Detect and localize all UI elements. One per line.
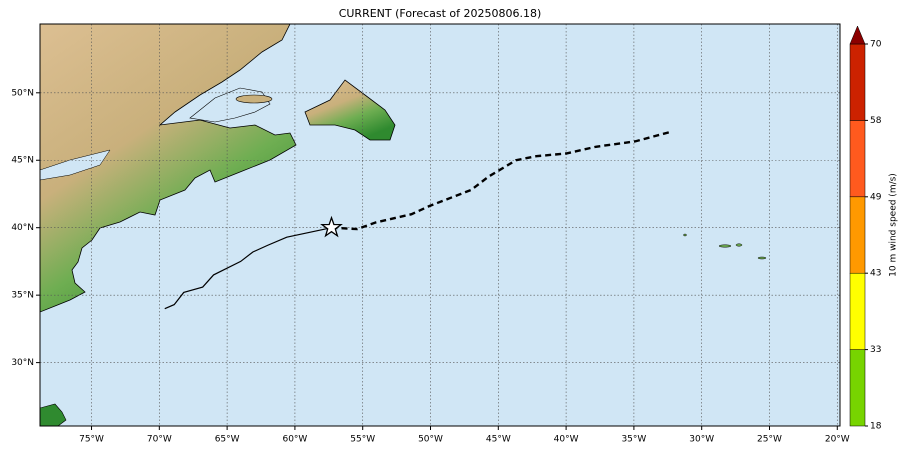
storm-position: [320, 215, 343, 238]
x-tick-label: 75°W: [79, 435, 104, 445]
x-tick-label: 70°W: [147, 435, 172, 445]
y-tick-label: 40°N: [11, 223, 34, 233]
colorbar-tick-label: 18: [870, 422, 882, 432]
island: [235, 94, 273, 104]
map-frame: [39, 23, 841, 427]
island: [757, 256, 767, 260]
island: [683, 233, 687, 237]
colorbar-segment: [849, 196, 866, 274]
basemap: [40, 24, 840, 426]
colorbar-label: 10 m wind speed (m/s): [889, 173, 899, 277]
x-tick-label: 25°W: [757, 435, 782, 445]
land: [40, 24, 297, 313]
x-tick-label: 60°W: [282, 435, 307, 445]
river: [40, 149, 111, 181]
colorbar-tick-label: 70: [870, 40, 882, 50]
y-tick-label: 35°N: [11, 291, 34, 301]
x-tick-label: 45°W: [486, 435, 511, 445]
colorbar-tick-label: 58: [870, 116, 882, 126]
y-tick-label: 50°N: [11, 88, 34, 98]
map-title: CURRENT (Forecast of 20250806.18): [339, 7, 542, 20]
axes: 75°W 70°W 65°W 60°W 55°W 50°W 45°W 40°W 35°W 30°W…: [11, 88, 849, 444]
x-tick-label: 65°W: [215, 435, 240, 445]
island: [718, 244, 732, 248]
colorbar-tick-label: 49: [870, 192, 882, 202]
colorbar-segment: [849, 349, 866, 427]
storm-track: [164, 227, 332, 310]
land: [40, 403, 67, 426]
y-tick-label: 45°N: [11, 156, 34, 166]
grid: [40, 24, 840, 426]
colorbar: 18 33 43 49 58 70: [849, 25, 882, 432]
y-tick-label: 30°N: [11, 358, 34, 368]
island: [304, 79, 396, 141]
x-tick-label: 20°W: [825, 435, 850, 445]
colorbar-segment: [849, 43, 866, 121]
x-tick-label: 30°W: [689, 435, 714, 445]
island: [735, 243, 743, 247]
colorbar-segment: [849, 272, 866, 350]
colorbar-tick-label: 33: [870, 345, 881, 355]
storm-track: [331, 130, 671, 231]
colorbar-tick-label: 43: [870, 269, 881, 279]
x-tick-label: 50°W: [418, 435, 443, 445]
tracks: [164, 130, 671, 310]
colorbar-extension: [849, 25, 866, 45]
x-tick-label: 55°W: [350, 435, 375, 445]
colorbar-segment: [849, 120, 866, 198]
x-tick-label: 40°W: [554, 435, 579, 445]
x-tick-label: 35°W: [621, 435, 646, 445]
